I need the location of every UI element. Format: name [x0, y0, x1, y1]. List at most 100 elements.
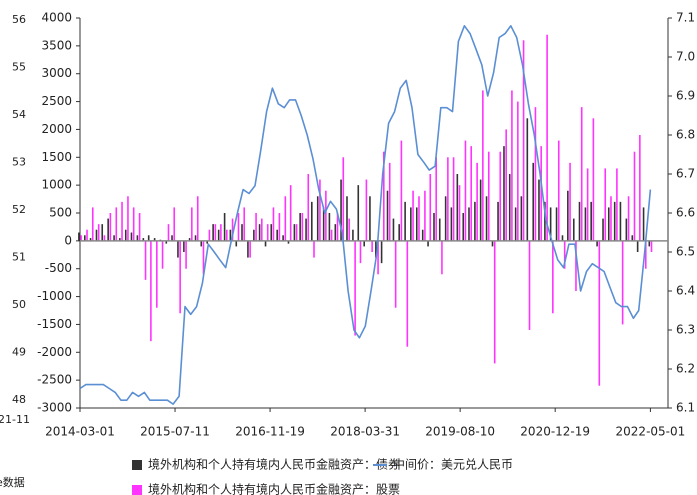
y-tick-label: -1000: [37, 289, 72, 303]
y-tick-label: -500: [45, 261, 72, 275]
bar: [272, 207, 275, 241]
bar: [369, 196, 371, 241]
bar: [194, 235, 197, 241]
bar: [138, 213, 141, 241]
y2-tick-label: 7.0: [676, 50, 695, 64]
bar: [200, 240, 203, 247]
bar: [223, 213, 226, 241]
bar: [418, 196, 420, 241]
fragment-tick-label: 48: [12, 393, 26, 406]
bar: [107, 218, 109, 241]
bar: [183, 240, 185, 252]
fragment-tick-label: 52: [12, 203, 26, 216]
fragment-source: e数据: [0, 475, 25, 489]
bar: [505, 129, 507, 241]
bar: [127, 196, 129, 241]
bar: [642, 207, 645, 241]
bar: [522, 40, 525, 241]
bar: [371, 240, 373, 252]
bar: [258, 224, 261, 241]
bar: [410, 207, 412, 241]
bar: [447, 157, 449, 241]
bar: [150, 240, 152, 342]
bar: [435, 157, 437, 241]
bar: [80, 235, 82, 241]
y-tick-label: 500: [49, 206, 72, 220]
y2-tick-label: 6.4: [676, 284, 695, 298]
x-tick-label: 2020-12-19: [520, 425, 590, 439]
bar: [625, 218, 628, 241]
bar: [627, 196, 630, 241]
bar: [103, 235, 106, 241]
bar: [266, 224, 269, 241]
bar: [270, 224, 273, 241]
bar: [394, 240, 397, 308]
bar: [348, 218, 350, 241]
fragment-tick-label: 49: [12, 346, 26, 359]
bar: [412, 190, 414, 241]
bar: [173, 207, 176, 241]
bar: [311, 201, 313, 241]
bar: [648, 240, 651, 247]
bar: [586, 168, 589, 241]
bar: [383, 151, 385, 241]
fragment-x-label: 21-11: [0, 413, 30, 426]
bar: [610, 196, 612, 241]
bar: [538, 179, 540, 241]
y2-tick-label: 6.3: [676, 323, 695, 337]
bar: [580, 107, 583, 241]
x-tick-label: 2018-03-31: [330, 425, 400, 439]
bar: [177, 240, 179, 258]
bar: [491, 240, 494, 247]
y2-tick-label: 6.5: [676, 245, 695, 259]
y2-tick-label: 7.1: [676, 11, 695, 25]
x-tick-label: 2019-08-10: [425, 425, 495, 439]
bar: [452, 157, 455, 241]
bar: [497, 201, 499, 241]
y-tick-label: 1000: [41, 178, 72, 192]
bar: [89, 238, 92, 241]
bar: [427, 240, 429, 247]
bar: [301, 213, 304, 241]
bar: [278, 213, 281, 241]
bar: [86, 229, 88, 241]
bar: [241, 224, 243, 241]
bar: [532, 162, 535, 241]
bar: [352, 229, 354, 241]
bar: [243, 207, 246, 241]
bar: [621, 240, 624, 325]
bar: [569, 162, 571, 241]
bar: [607, 207, 610, 241]
bar: [95, 229, 98, 241]
bar: [299, 213, 301, 241]
bar: [476, 162, 478, 241]
bar: [575, 240, 577, 291]
y-tick-label: -1500: [37, 317, 72, 331]
bar: [295, 224, 298, 241]
x-tick-label: 2015-07-11: [140, 425, 210, 439]
bar: [400, 140, 403, 241]
bar: [441, 240, 443, 275]
bar: [188, 238, 191, 241]
fragment-tick-label: 51: [12, 251, 26, 264]
x-tick-label: 2022-05-01: [616, 425, 686, 439]
bar: [474, 201, 476, 241]
x-tick-label: 2014-03-01: [45, 425, 115, 439]
bar: [464, 140, 467, 241]
bar: [226, 229, 228, 241]
bar: [604, 168, 607, 241]
bar: [392, 218, 395, 241]
bar: [572, 218, 575, 241]
bar: [567, 190, 569, 241]
bar: [552, 240, 554, 314]
bar: [342, 157, 345, 241]
bar: [526, 118, 529, 241]
bar: [613, 201, 616, 241]
bar: [520, 196, 523, 241]
bar: [235, 240, 238, 247]
bar: [644, 240, 647, 269]
bar: [380, 240, 383, 264]
bar: [424, 190, 426, 241]
bar: [212, 224, 214, 241]
bar: [499, 151, 502, 241]
